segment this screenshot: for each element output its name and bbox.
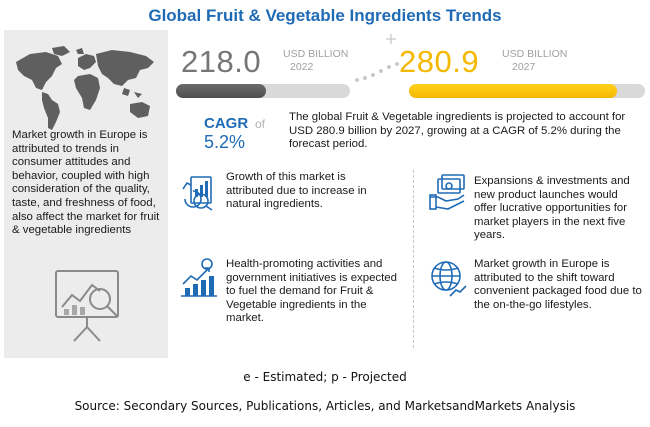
unit-label-2027: USD BILLION bbox=[502, 48, 568, 60]
cagr-label: CAGR bbox=[204, 115, 249, 132]
sparkle-icon bbox=[386, 34, 396, 44]
globe-chart-icon bbox=[431, 261, 467, 297]
page-title: Global Fruit & Vegetable Ingredients Tre… bbox=[148, 6, 502, 25]
rising-chart-icon bbox=[181, 258, 217, 297]
trends-panel bbox=[172, 163, 646, 358]
market-size-2027: 280.9 bbox=[399, 44, 480, 79]
left-panel: Market growth in Europe is attributed to… bbox=[4, 30, 168, 358]
trend-text-expansions: Expansions & investments and new product… bbox=[474, 175, 630, 242]
trend-dots-icon bbox=[355, 62, 399, 82]
source-note: Source: Secondary Sources, Publications,… bbox=[74, 399, 576, 413]
divider bbox=[413, 170, 414, 348]
trend-text-natural-ingredients: Growth of this market is attributed due … bbox=[226, 171, 367, 211]
year-label-2027: 2027 bbox=[512, 61, 536, 73]
trend-text-convenience: Market growth in Europe is attributed to… bbox=[474, 258, 642, 311]
market-size-2022: 218.0 bbox=[181, 44, 262, 79]
world-map-icon bbox=[16, 46, 154, 130]
money-hand-icon bbox=[429, 174, 465, 210]
growth-report-icon bbox=[182, 176, 213, 211]
cagr-of: of bbox=[255, 117, 266, 131]
progress-bar-2022 bbox=[176, 84, 350, 98]
year-label-2022: 2022 bbox=[290, 61, 314, 73]
market-summary: The global Fruit & Vegetable ingredients… bbox=[289, 111, 626, 151]
unit-label-2022: USD BILLION bbox=[283, 48, 349, 60]
footnote: e - Estimated; p - Projected bbox=[243, 370, 407, 384]
cagr-value: 5.2% bbox=[204, 132, 246, 152]
left-panel-text: Market growth in Europe is attributed to… bbox=[12, 129, 160, 237]
analysis-board-icon bbox=[55, 270, 119, 342]
progress-bar-2027 bbox=[409, 84, 645, 98]
trend-text-health: Health-promoting activities and governme… bbox=[226, 258, 397, 325]
progress-fill-2022 bbox=[176, 84, 267, 98]
progress-fill-2027 bbox=[409, 84, 617, 98]
